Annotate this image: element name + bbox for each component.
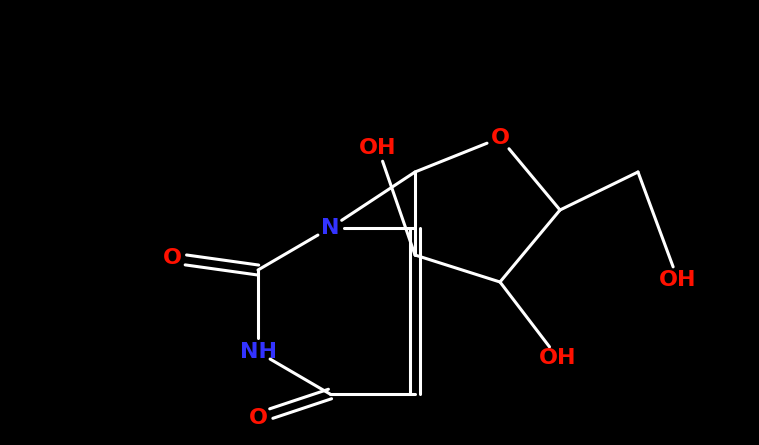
Text: OH: OH [660,270,697,290]
Text: O: O [248,408,267,428]
Text: N: N [321,218,339,238]
Text: O: O [490,128,509,148]
Text: NH: NH [240,342,276,362]
Text: OH: OH [359,138,397,158]
Text: O: O [162,248,181,268]
Text: OH: OH [539,348,577,368]
